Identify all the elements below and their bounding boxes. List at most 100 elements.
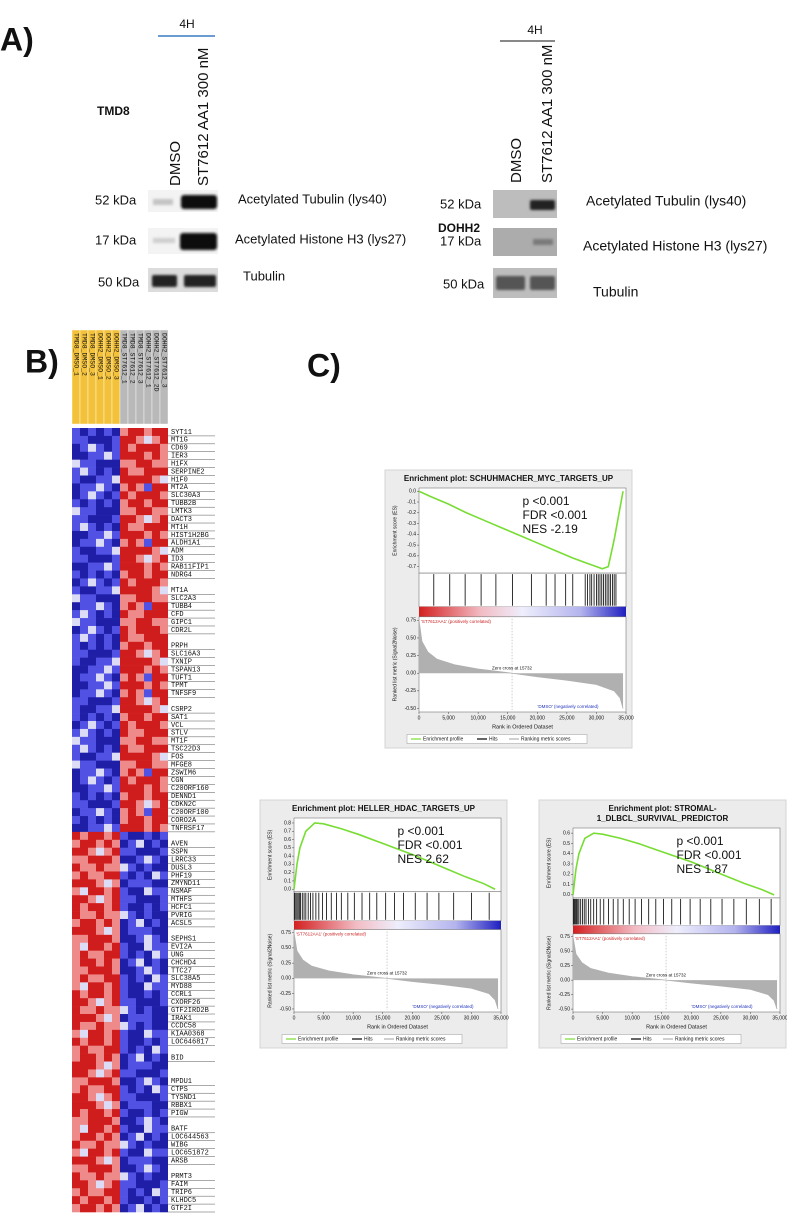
- heatmap-cell: [88, 1021, 96, 1031]
- heatmap-cell: [72, 911, 80, 920]
- column-group: [159, 329, 169, 425]
- heatmap-cell: [160, 507, 168, 516]
- heatmap-cell: [160, 705, 168, 714]
- heatmap-cell: [120, 1101, 128, 1110]
- heatmap-cell: [136, 958, 144, 967]
- heatmap-cell: [144, 721, 152, 730]
- heatmap-cell: [136, 459, 144, 468]
- heatmap-cell: [152, 1093, 160, 1102]
- heatmap-cell: [136, 602, 144, 611]
- heatmap-cell: [80, 768, 88, 777]
- heatmap-cell: [104, 736, 112, 746]
- heatmap-cell: [160, 1093, 168, 1102]
- heatmap-cell: [128, 768, 136, 777]
- heatmap-cell: [80, 1148, 88, 1157]
- metric-y-tick-label: 0.50: [560, 949, 570, 955]
- heatmap-cell: [128, 1188, 136, 1197]
- heatmap-cell: [128, 863, 136, 872]
- row-label: SLC38A5: [171, 975, 200, 983]
- heatmap-cell: [120, 1037, 128, 1046]
- heatmap-cell: [80, 570, 88, 579]
- heatmap-cell: [104, 966, 112, 975]
- heatmap-cell: [72, 1085, 80, 1094]
- heatmap-cell: [120, 855, 128, 864]
- heatmap-cell: [128, 966, 136, 975]
- column-label: DOHH2_ST7612_1: [144, 333, 151, 388]
- heatmap-cell: [88, 657, 96, 666]
- heatmap-cell: [88, 435, 96, 445]
- x-tick-label: 35,000: [493, 1015, 509, 1021]
- heatmap-cell: [160, 570, 168, 579]
- negative-label: 'DMSO' (negatively correlated): [692, 1004, 753, 1009]
- heatmap-cell: [96, 966, 104, 975]
- heatmap-cell: [152, 847, 160, 856]
- heatmap-cell: [112, 1006, 120, 1015]
- heatmap-cell: [160, 760, 168, 769]
- metric-y-tick-label: 0.50: [406, 635, 416, 641]
- heatmap-cell: [120, 1045, 128, 1054]
- row-label: SLC30A3: [171, 492, 200, 500]
- heatmap-cell: [72, 475, 80, 484]
- heatmap-cell: [72, 1093, 80, 1102]
- heatmap-cell: [160, 697, 168, 706]
- row-label: ADM: [171, 548, 184, 556]
- heatmap-cell: [72, 728, 80, 738]
- heatmap-cell: [136, 855, 144, 864]
- heatmap-cell: [112, 966, 120, 975]
- heatmap-cell: [120, 594, 128, 603]
- heatmap-cell: [72, 1180, 80, 1189]
- heatmap-cell: [96, 435, 104, 445]
- heatmap-cell: [120, 618, 128, 627]
- metric-y-tick-label: 0.75: [406, 618, 416, 624]
- heatmap-cell: [136, 1006, 144, 1015]
- heatmap-cell: [88, 974, 96, 983]
- heatmap-cell: [112, 950, 120, 959]
- heatmap-cell: [152, 831, 160, 841]
- heatmap-cell: [160, 879, 168, 888]
- heatmap-cell: [96, 816, 104, 825]
- heatmap-cell: [80, 1204, 88, 1213]
- row-label: MYD88: [171, 983, 192, 991]
- heatmap-cell: [104, 1029, 112, 1039]
- heatmap-cell: [104, 1172, 112, 1181]
- heatmap-cell: [120, 697, 128, 706]
- heatmap-cell: [128, 451, 136, 460]
- heatmap-cell: [160, 625, 168, 635]
- heatmap-cell: [80, 1140, 88, 1149]
- heatmap-cell: [88, 776, 96, 785]
- x-axis-label: Rank in Ordered Dataset: [646, 1024, 707, 1030]
- heatmap-cell: [72, 808, 80, 817]
- heatmap-cell: [160, 784, 168, 793]
- row-label: NSMAF: [171, 888, 192, 896]
- band-size: 17 kDa: [440, 233, 482, 248]
- legend-entry: Enrichment profile: [423, 736, 464, 742]
- heatmap-cell: [72, 633, 80, 643]
- x-tick-label: 25,000: [713, 1015, 729, 1021]
- row-label: HIST1H2BG: [171, 532, 209, 540]
- heatmap-cell: [96, 744, 104, 753]
- heatmap-cell: [136, 1156, 144, 1165]
- heatmap-cell: [152, 744, 160, 753]
- heatmap-cell: [152, 1069, 160, 1078]
- heatmap-cell: [160, 847, 168, 856]
- heatmap-cell: [128, 808, 136, 817]
- heatmap-cell: [88, 887, 96, 896]
- heatmap-cell: [152, 673, 160, 682]
- x-tick-label: 10,000: [470, 715, 486, 721]
- heatmap-cell: [144, 816, 152, 825]
- heatmap-cell: [144, 649, 152, 658]
- heatmap-cell: [104, 942, 112, 951]
- heatmap-cell: [136, 546, 144, 556]
- heatmap-cell: [80, 863, 88, 872]
- heatmap-cell: [104, 475, 112, 484]
- heatmap-cell: [160, 649, 168, 658]
- heatmap-cell: [120, 871, 128, 880]
- heatmap-cell: [128, 784, 136, 793]
- heatmap-cell: [128, 1045, 136, 1054]
- heatmap-cell: [88, 816, 96, 825]
- heatmap-cell: [136, 443, 144, 453]
- heatmap-cell: [152, 1180, 160, 1189]
- heatmap-cell: [120, 562, 128, 571]
- x-tick-label: 35,000: [618, 715, 634, 721]
